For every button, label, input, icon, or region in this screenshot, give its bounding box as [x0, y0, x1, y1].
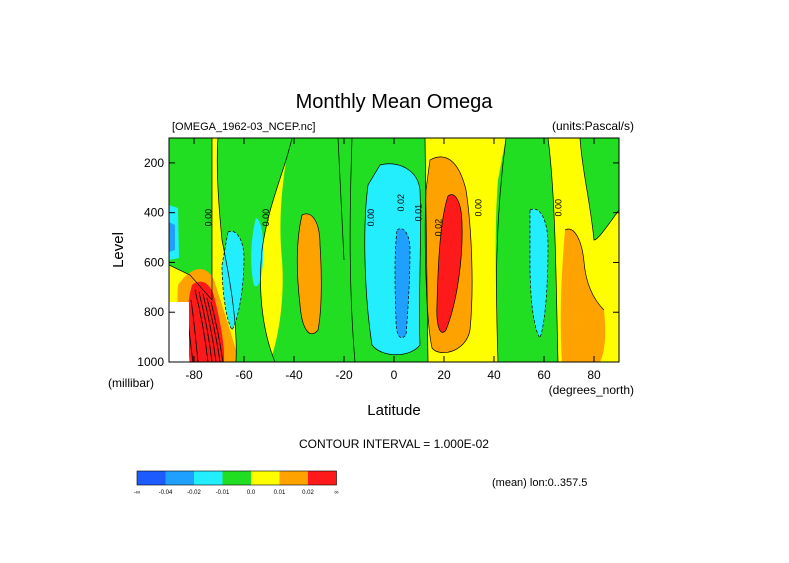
y-tick-label: 1000 [137, 355, 164, 369]
field-blue-pole [169, 222, 175, 252]
contour-value-label: 0.00 [204, 209, 214, 227]
legend-swatch [308, 471, 337, 485]
legend-label: -0.01 [216, 490, 230, 496]
contour-value-label: 0.02 [434, 219, 444, 237]
legend-swatch [279, 471, 308, 485]
field-green-arctic [580, 138, 619, 240]
legend-label: ∞ [334, 490, 338, 496]
dense-contours [186, 289, 224, 362]
field-green-north-mid [495, 138, 558, 362]
source-label: [OMEGA_1962-03_NCEP.nc] [172, 121, 315, 133]
chart-title: Monthly Mean Omega [296, 91, 494, 113]
legend-label: -0.02 [187, 490, 201, 496]
legend-label: 0.01 [274, 490, 286, 496]
legend-label: 0.0 [247, 490, 256, 496]
y-axis-units: (millibar) [108, 376, 154, 390]
mean-label: (mean) lon:0..357.5 [492, 477, 587, 489]
axes: -80 -60 -40 -20 0 20 40 60 80 200 400 600 800 1000 [137, 138, 619, 382]
x-tick-label: -20 [335, 368, 353, 382]
field-orange-south [297, 213, 322, 334]
contour-value-label: 0.00 [261, 209, 271, 227]
x-axis-title: Latitude [367, 402, 420, 419]
contour-field [169, 138, 619, 362]
legend-label: 0.02 [302, 490, 314, 496]
field-green-southpole [169, 138, 212, 300]
contour-value-label: 0.02 [396, 194, 406, 212]
legend-swatch [194, 471, 223, 485]
contour-labels: 0.00 0.00 0.00 0.02 0.01 0.02 0.00 0.00 [204, 194, 564, 236]
field-orange-arctic [560, 229, 606, 362]
field-cyan-south [222, 231, 244, 330]
legend-swatch [137, 471, 166, 485]
y-tick-label: 800 [144, 305, 164, 319]
x-tick-label: 60 [537, 368, 551, 382]
x-tick-label: -40 [285, 368, 303, 382]
legend-label: -0.04 [159, 490, 173, 496]
color-legend: -∞ -0.04 -0.02 -0.01 0.0 0.01 0.02 ∞ [134, 470, 339, 496]
units-label: (units:Pascal/s) [552, 119, 634, 133]
legend-frame [136, 470, 337, 486]
contour-interval-label: CONTOUR INTERVAL = 1.000E-02 [299, 437, 489, 451]
field-blue-equator [395, 228, 410, 338]
field-red-north [436, 194, 463, 333]
legend-label: -∞ [134, 490, 140, 496]
contour-value-label: 0.00 [554, 199, 564, 217]
y-tick-label: 200 [144, 156, 164, 170]
legend-swatch [165, 471, 194, 485]
x-axis-units: (degrees_north) [549, 383, 634, 397]
x-tick-label: 0 [391, 368, 398, 382]
field-cyan-equator [364, 163, 421, 355]
y-tick-label: 400 [144, 206, 164, 220]
field-cyan-north [530, 209, 548, 338]
y-tick-label: 600 [144, 255, 164, 269]
x-tick-label: -60 [235, 368, 253, 382]
x-tick-label: 20 [437, 368, 451, 382]
contour-lines [169, 138, 619, 362]
contour-value-label: 0.00 [474, 199, 484, 217]
contour-value-label: 0.00 [366, 209, 376, 227]
legend-swatch [251, 471, 280, 485]
legend-swatch [222, 471, 251, 485]
y-axis-title: Level [110, 232, 127, 268]
x-tick-label: 80 [587, 368, 601, 382]
x-tick-label: 40 [487, 368, 501, 382]
contour-value-label: 0.01 [414, 204, 424, 222]
field-masked-terrain [169, 302, 189, 362]
field-cyan-south-2 [251, 218, 264, 287]
x-tick-label: -80 [185, 368, 203, 382]
